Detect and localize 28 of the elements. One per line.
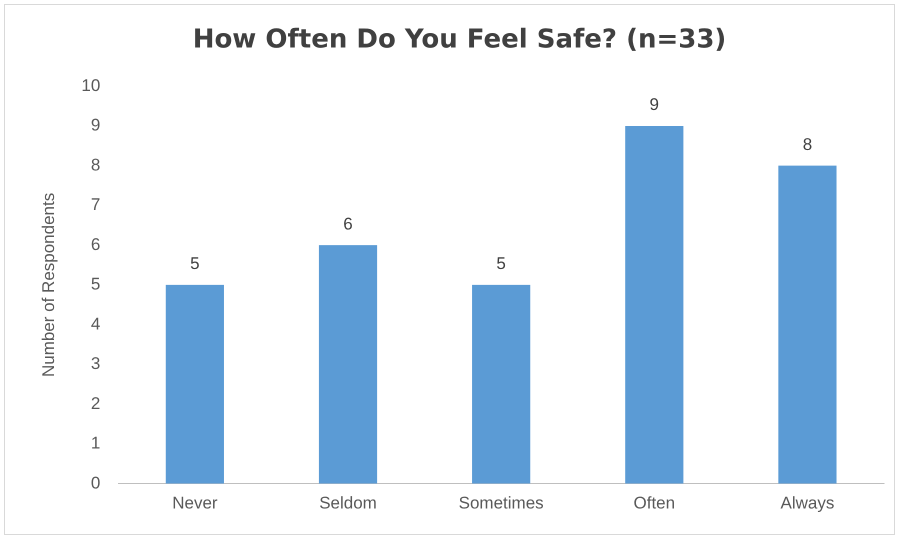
y-tick-label: 3 xyxy=(90,354,100,374)
x-tick-label: Sometimes xyxy=(458,493,544,512)
data-label: 6 xyxy=(343,214,353,234)
data-label: 5 xyxy=(190,254,200,274)
y-tick-label: 4 xyxy=(90,314,100,334)
bar xyxy=(318,245,378,484)
data-label: 5 xyxy=(496,254,506,274)
bar xyxy=(472,284,530,484)
y-tick-label: 0 xyxy=(90,473,100,492)
y-tick-label: 10 xyxy=(81,76,100,95)
y-axis-title: Number of Respondents xyxy=(38,192,58,378)
data-label: 8 xyxy=(802,134,812,154)
y-tick-label: 8 xyxy=(90,155,100,174)
y-tick-label: 9 xyxy=(90,116,100,135)
bar xyxy=(778,166,837,484)
bar xyxy=(625,126,684,484)
x-tick-label: Never xyxy=(172,493,218,512)
y-tick-label: 2 xyxy=(90,394,100,413)
bar xyxy=(166,284,224,484)
y-tick-label: 6 xyxy=(90,234,100,254)
x-tick-label: Seldom xyxy=(319,493,377,512)
y-tick-label: 1 xyxy=(90,434,100,453)
y-tick-label: 7 xyxy=(90,195,100,214)
x-tick-label: Often xyxy=(633,493,676,512)
x-tick-label: Always xyxy=(780,493,834,512)
data-label: 9 xyxy=(650,95,660,114)
y-tick-label: 5 xyxy=(90,274,100,294)
chart-title: How Often Do You Feel Safe? (n=33) xyxy=(192,24,726,54)
